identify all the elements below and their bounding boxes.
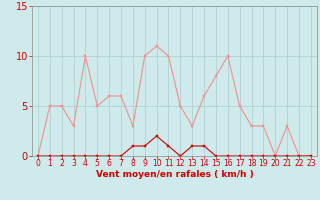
X-axis label: Vent moyen/en rafales ( km/h ): Vent moyen/en rafales ( km/h ) <box>96 170 253 179</box>
